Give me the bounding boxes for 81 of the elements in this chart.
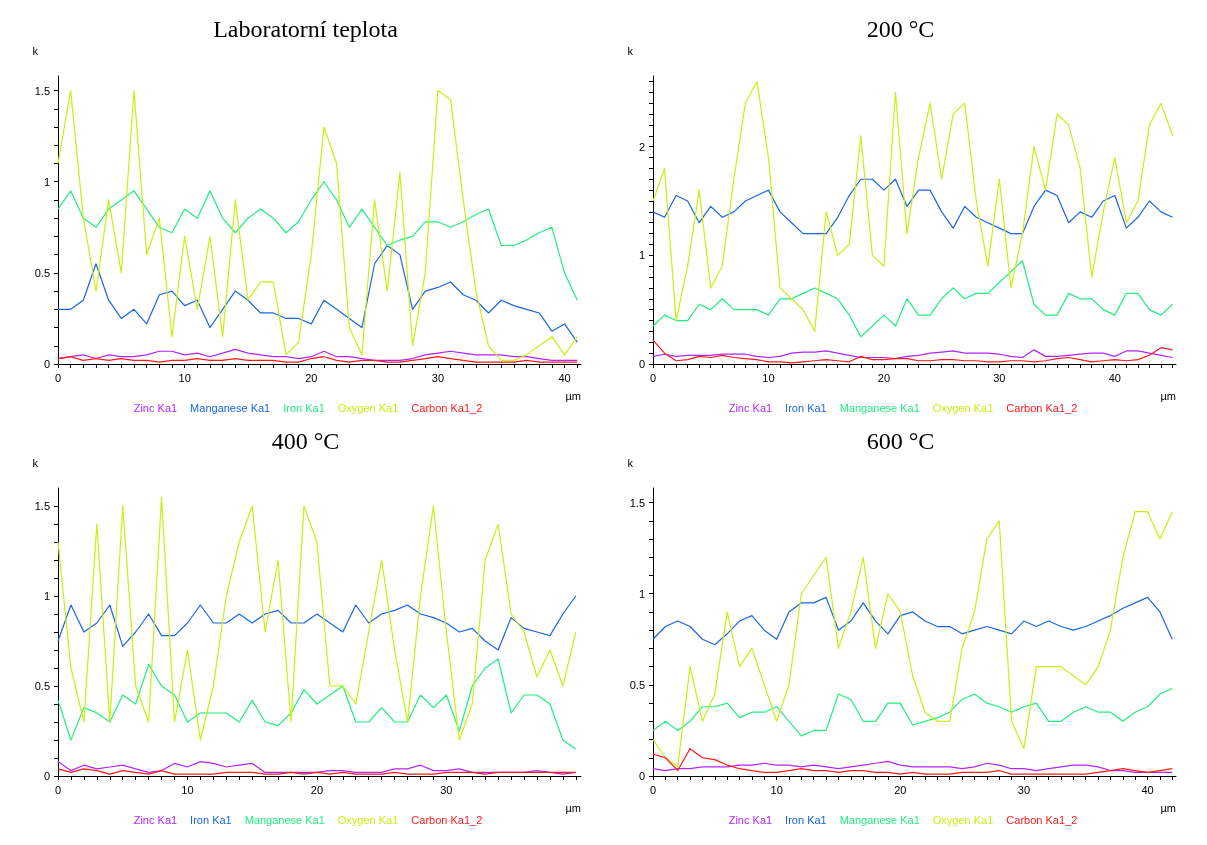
line-series bbox=[57, 244, 578, 343]
y-tick-label: 0 bbox=[43, 770, 50, 782]
text: Zinc Ka1 bbox=[728, 401, 773, 414]
text: Carbon Ka1_2 bbox=[411, 813, 483, 826]
x-tick-label: 30 bbox=[431, 371, 445, 384]
chart-title: Laboratorní teplota bbox=[213, 16, 399, 42]
x-tick-label: 40 bbox=[1108, 371, 1121, 384]
y-axis-title: k bbox=[627, 456, 634, 469]
text: Manganese Ka1 bbox=[839, 401, 920, 414]
y-tick-label: 0.5 bbox=[629, 678, 645, 691]
y-tick-label: 1 bbox=[638, 249, 645, 262]
y-tick-label: 2 bbox=[638, 140, 645, 153]
y-tick-label: 1.5 bbox=[34, 500, 50, 512]
x-tick-label: 30 bbox=[440, 783, 453, 796]
text: Oxygen Ka1 bbox=[932, 813, 994, 826]
text: Zinc Ka1 bbox=[133, 813, 178, 826]
x-tick-label: 20 bbox=[305, 371, 318, 384]
line-series bbox=[57, 595, 577, 651]
text: Iron Ka1 bbox=[190, 813, 232, 826]
x-tick-label: 20 bbox=[877, 371, 891, 384]
chart-title: 200 °C bbox=[866, 16, 935, 42]
x-tick-label: 10 bbox=[770, 783, 783, 796]
text: Carbon Ka1_2 bbox=[1006, 813, 1078, 826]
line-series bbox=[652, 748, 1173, 775]
line-series bbox=[652, 596, 1173, 646]
line-series bbox=[652, 760, 1173, 773]
text: Carbon Ka1_2 bbox=[411, 401, 483, 414]
y-tick-label: 0 bbox=[43, 358, 50, 370]
y-tick-label: 0 bbox=[638, 358, 645, 370]
chart-title: 600 °C bbox=[866, 428, 935, 454]
text: Manganese Ka1 bbox=[190, 401, 271, 414]
line-series bbox=[652, 511, 1173, 768]
text: Oxygen Ka1 bbox=[337, 401, 399, 414]
line-series bbox=[652, 687, 1173, 737]
x-tick-label: 0 bbox=[649, 371, 657, 384]
text: Iron Ka1 bbox=[785, 813, 827, 826]
text: Manganese Ka1 bbox=[839, 813, 920, 826]
x-tick-label: 10 bbox=[181, 783, 194, 796]
y-axis-title: k bbox=[32, 44, 39, 57]
y-tick-label: 1.5 bbox=[34, 84, 50, 97]
x-tick-label: 40 bbox=[1141, 783, 1154, 796]
y-tick-label: 1.5 bbox=[629, 496, 645, 509]
chart-title: 400 °C bbox=[271, 428, 340, 454]
y-tick-label: 1 bbox=[43, 175, 50, 188]
y-tick-label: 1 bbox=[43, 590, 50, 602]
line-series bbox=[652, 80, 1174, 332]
x-axis-title: µm bbox=[1160, 801, 1176, 814]
y-axis-title: k bbox=[627, 44, 634, 57]
line-series bbox=[652, 178, 1174, 235]
text: Oxygen Ka1 bbox=[337, 813, 399, 826]
x-tick-label: 10 bbox=[178, 371, 191, 384]
x-axis-title: µm bbox=[565, 801, 581, 814]
x-tick-label: 0 bbox=[649, 783, 657, 796]
y-tick-label: 0.5 bbox=[34, 266, 50, 279]
x-tick-label: 20 bbox=[894, 783, 907, 796]
text: Iron Ka1 bbox=[283, 401, 325, 414]
x-tick-label: 0 bbox=[54, 783, 62, 796]
text: Zinc Ka1 bbox=[133, 401, 178, 414]
x-tick-label: 20 bbox=[310, 783, 324, 796]
x-tick-label: 10 bbox=[762, 371, 775, 384]
text: Manganese Ka1 bbox=[244, 813, 325, 826]
x-axis-title: µm bbox=[565, 389, 581, 402]
line-series bbox=[57, 181, 578, 301]
text: Carbon Ka1_2 bbox=[1006, 401, 1078, 414]
x-tick-label: 30 bbox=[1017, 783, 1031, 796]
y-axis-title: k bbox=[32, 456, 39, 469]
line-series bbox=[652, 349, 1174, 360]
x-tick-label: 40 bbox=[558, 371, 571, 384]
y-tick-label: 0.5 bbox=[34, 680, 50, 692]
text: Iron Ka1 bbox=[785, 401, 827, 414]
x-axis-title: µm bbox=[1160, 389, 1176, 402]
x-tick-label: 0 bbox=[54, 371, 62, 384]
line-series bbox=[57, 496, 577, 741]
y-tick-label: 1 bbox=[638, 587, 645, 600]
line-series bbox=[57, 89, 578, 361]
text: Oxygen Ka1 bbox=[932, 401, 994, 414]
line-series bbox=[652, 260, 1174, 338]
x-tick-label: 30 bbox=[993, 371, 1006, 384]
text: Zinc Ka1 bbox=[728, 813, 773, 826]
y-tick-label: 0 bbox=[638, 770, 645, 782]
line-series bbox=[57, 658, 577, 750]
